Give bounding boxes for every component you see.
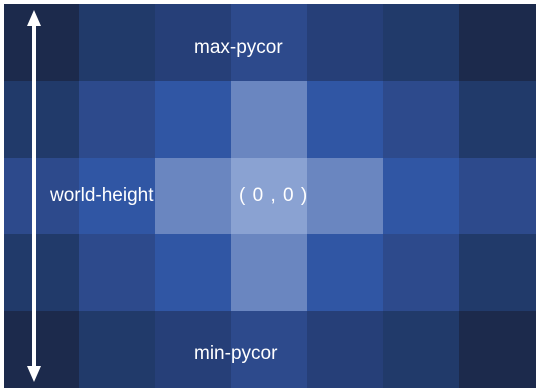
- world-height-arrow: [27, 10, 41, 382]
- patch-cell: [79, 4, 155, 81]
- patch-cell: [383, 311, 459, 388]
- patch-cell: [307, 234, 383, 311]
- patch-cell: [307, 81, 383, 158]
- patch-cell: [155, 4, 231, 81]
- patch-cell: [4, 81, 79, 158]
- patch-cell: [383, 158, 459, 234]
- patch-cell: [383, 234, 459, 311]
- patch-cell: [4, 311, 79, 388]
- patch-cell: [459, 158, 536, 234]
- patch-cell: [231, 234, 307, 311]
- patch-cell: [307, 311, 383, 388]
- patch-grid: [4, 4, 536, 388]
- patch-cell: [383, 4, 459, 81]
- patch-cell: [155, 311, 231, 388]
- patch-cell: [4, 234, 79, 311]
- patch-cell: [231, 4, 307, 81]
- world-height-label: world-height: [50, 185, 154, 206]
- patch-cell: [307, 158, 383, 234]
- patch-cell: [79, 158, 155, 234]
- patch-cell: [231, 81, 307, 158]
- patch-cell: [307, 4, 383, 81]
- max-pycor-label: max-pycor: [194, 37, 283, 58]
- min-pycor-label: min-pycor: [194, 343, 278, 364]
- arrow-head-up: [27, 10, 41, 26]
- arrow-head-down: [27, 366, 41, 382]
- patch-cell: [79, 81, 155, 158]
- world-diagram: max-pycor world-height ( 0 , 0 ) min-pyc…: [4, 4, 536, 388]
- patch-cell: [459, 4, 536, 81]
- patch-cell: [383, 81, 459, 158]
- patch-cell: [155, 234, 231, 311]
- patch-cell: [79, 234, 155, 311]
- origin-label: ( 0 , 0 ): [239, 185, 309, 206]
- patch-cell: [231, 158, 307, 234]
- patch-cell: [4, 4, 79, 81]
- patch-cell: [79, 311, 155, 388]
- patch-cell: [459, 311, 536, 388]
- patch-cell: [155, 158, 231, 234]
- patch-cell: [4, 158, 79, 234]
- patch-cell: [459, 234, 536, 311]
- patch-cell: [231, 311, 307, 388]
- patch-cell: [459, 81, 536, 158]
- patch-cell: [155, 81, 231, 158]
